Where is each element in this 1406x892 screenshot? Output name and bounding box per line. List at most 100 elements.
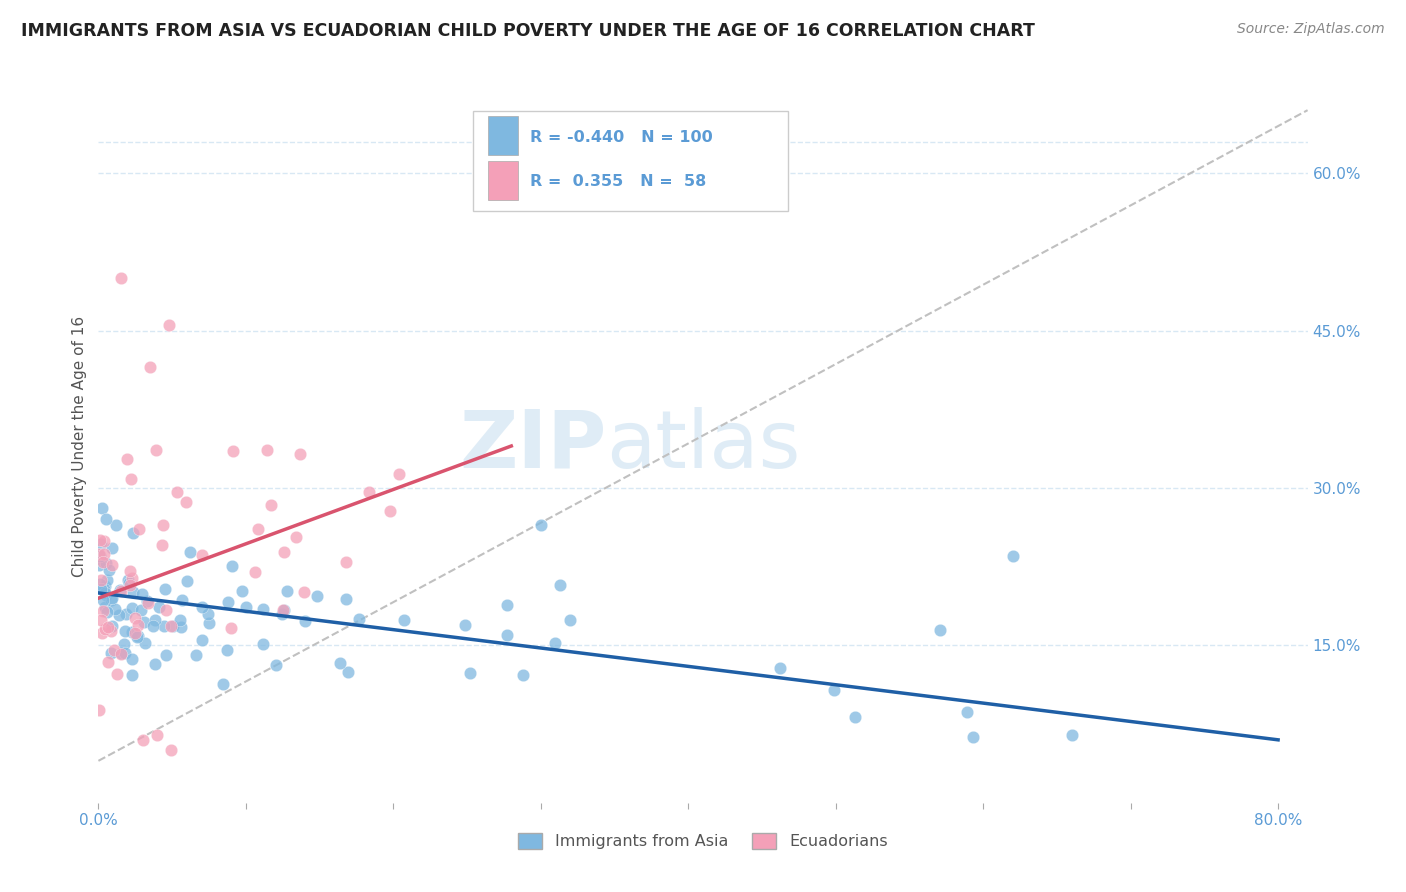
Point xyxy=(1060,728,1083,742)
Point xyxy=(108,608,131,623)
Point xyxy=(101,618,124,632)
Point xyxy=(108,582,131,597)
Point xyxy=(118,575,141,590)
Point xyxy=(197,607,219,622)
Point xyxy=(93,548,115,562)
Text: IMMIGRANTS FROM ASIA VS ECUADORIAN CHILD POVERTY UNDER THE AGE OF 16 CORRELATION: IMMIGRANTS FROM ASIA VS ECUADORIAN CHILD… xyxy=(21,22,1035,40)
Point xyxy=(329,657,352,671)
Point xyxy=(285,530,308,544)
Point xyxy=(100,624,122,638)
Text: ZIP: ZIP xyxy=(458,407,606,485)
Point xyxy=(146,728,169,742)
Point xyxy=(94,557,117,571)
Point xyxy=(221,559,243,574)
Point xyxy=(94,622,117,636)
Point xyxy=(110,271,132,285)
Legend: Immigrants from Asia, Ecuadorians: Immigrants from Asia, Ecuadorians xyxy=(512,826,894,855)
Point xyxy=(169,613,191,627)
Point xyxy=(112,637,135,651)
Point xyxy=(93,579,115,593)
Point xyxy=(101,558,124,572)
Point xyxy=(148,599,170,614)
Text: Source: ZipAtlas.com: Source: ZipAtlas.com xyxy=(1237,22,1385,37)
Point xyxy=(273,603,295,617)
Point xyxy=(121,601,143,615)
Point xyxy=(91,555,114,569)
Point xyxy=(221,621,243,635)
Point xyxy=(530,517,553,532)
Point xyxy=(823,682,845,697)
Point xyxy=(89,549,111,564)
Point xyxy=(124,610,146,624)
Point xyxy=(929,624,952,638)
Point xyxy=(335,592,357,607)
Point xyxy=(294,614,316,628)
Point xyxy=(96,574,118,588)
Point xyxy=(844,710,866,724)
Point xyxy=(174,495,197,509)
Text: R = -0.440   N = 100: R = -0.440 N = 100 xyxy=(530,129,713,145)
Text: atlas: atlas xyxy=(606,407,800,485)
Point xyxy=(139,360,162,375)
Point xyxy=(1001,549,1024,564)
Point xyxy=(117,573,139,587)
Point xyxy=(91,501,114,516)
Point xyxy=(110,647,132,661)
Point xyxy=(264,658,287,673)
Point xyxy=(128,523,150,537)
Point xyxy=(176,574,198,589)
Point xyxy=(222,443,245,458)
Point xyxy=(101,541,124,556)
Point xyxy=(120,473,142,487)
Point xyxy=(136,593,159,607)
Point xyxy=(495,628,517,642)
Point xyxy=(956,706,979,720)
Point xyxy=(217,643,239,657)
Point xyxy=(544,636,567,650)
FancyBboxPatch shape xyxy=(474,111,787,211)
Point xyxy=(337,665,360,680)
Point xyxy=(100,647,122,661)
Point xyxy=(246,522,269,536)
Point xyxy=(273,545,295,559)
Point xyxy=(118,564,141,578)
Point xyxy=(558,613,581,627)
Point xyxy=(198,615,221,630)
Point xyxy=(388,467,411,482)
Point xyxy=(103,642,125,657)
Point xyxy=(252,602,274,616)
Point xyxy=(260,498,283,512)
Point xyxy=(160,619,183,633)
Point xyxy=(131,732,153,747)
FancyBboxPatch shape xyxy=(488,116,517,155)
Point xyxy=(453,618,475,632)
Point xyxy=(91,604,114,618)
Point xyxy=(191,549,214,563)
Point xyxy=(166,484,188,499)
Text: R =  0.355   N =  58: R = 0.355 N = 58 xyxy=(530,175,706,189)
Point xyxy=(496,598,519,612)
Point xyxy=(121,624,143,639)
Point xyxy=(142,618,165,632)
Point xyxy=(93,599,115,614)
Point xyxy=(170,620,193,634)
Point xyxy=(548,578,571,592)
Point xyxy=(89,558,111,572)
Point xyxy=(96,605,118,619)
Y-axis label: Child Poverty Under the Age of 16: Child Poverty Under the Age of 16 xyxy=(72,316,87,576)
Point xyxy=(104,517,127,532)
Point xyxy=(132,615,155,629)
Point xyxy=(145,443,167,458)
Point xyxy=(131,587,153,601)
Point xyxy=(93,533,115,548)
Point xyxy=(292,584,315,599)
Point xyxy=(117,451,139,466)
Point xyxy=(127,617,149,632)
Point xyxy=(87,547,110,561)
Point xyxy=(155,648,177,662)
Point xyxy=(155,582,177,596)
Point xyxy=(121,571,143,585)
Point xyxy=(94,511,117,525)
Point xyxy=(191,632,214,647)
Point xyxy=(89,576,111,591)
